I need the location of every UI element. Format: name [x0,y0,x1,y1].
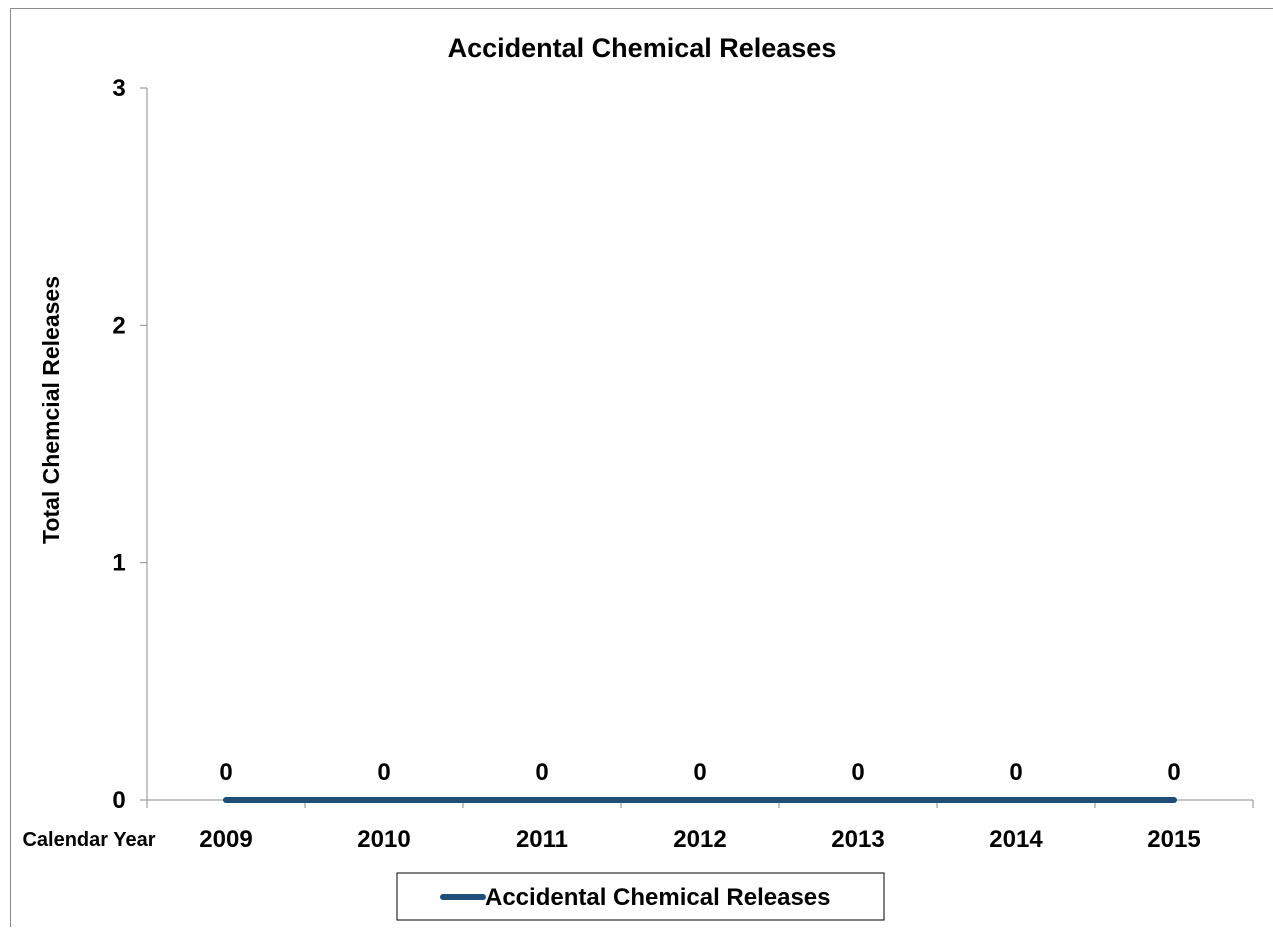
y-tick-label: 3 [112,75,125,102]
x-tick-label: 2015 [1147,826,1200,853]
axes [147,88,1253,800]
y-tick-label: 0 [112,787,125,814]
data-label: 0 [1167,759,1180,786]
x-tick-label: 2013 [831,826,884,853]
chart-area: Accidental Chemical Releases Total Chemc… [10,8,1273,927]
data-label: 0 [1009,759,1022,786]
data-label: 0 [851,759,864,786]
data-label: 0 [377,759,390,786]
data-label: 0 [535,759,548,786]
data-labels: 0 0 0 0 0 0 0 [219,759,1180,786]
x-tick-labels: 2009 2010 2011 2012 2013 2014 2015 [147,800,1253,853]
x-axis-title: Calendar Year [22,829,155,851]
chart-title: Accidental Chemical Releases [448,33,837,63]
x-tick-label: 2014 [989,826,1043,853]
x-tick-label: 2011 [516,826,568,853]
x-tick-label: 2010 [357,826,410,853]
y-tick-label: 1 [112,550,125,577]
data-label: 0 [693,759,706,786]
y-tick-labels: 0 1 2 3 [112,75,147,814]
data-label: 0 [219,759,232,786]
line-chart: Accidental Chemical Releases Total Chemc… [11,9,1273,928]
y-tick-label: 2 [112,312,125,339]
legend: Accidental Chemical Releases [397,873,884,920]
y-axis-title: Total Chemcial Releases [38,276,64,544]
legend-label: Accidental Chemical Releases [485,884,831,911]
x-tick-label: 2009 [199,826,252,853]
x-tick-label: 2012 [673,826,726,853]
